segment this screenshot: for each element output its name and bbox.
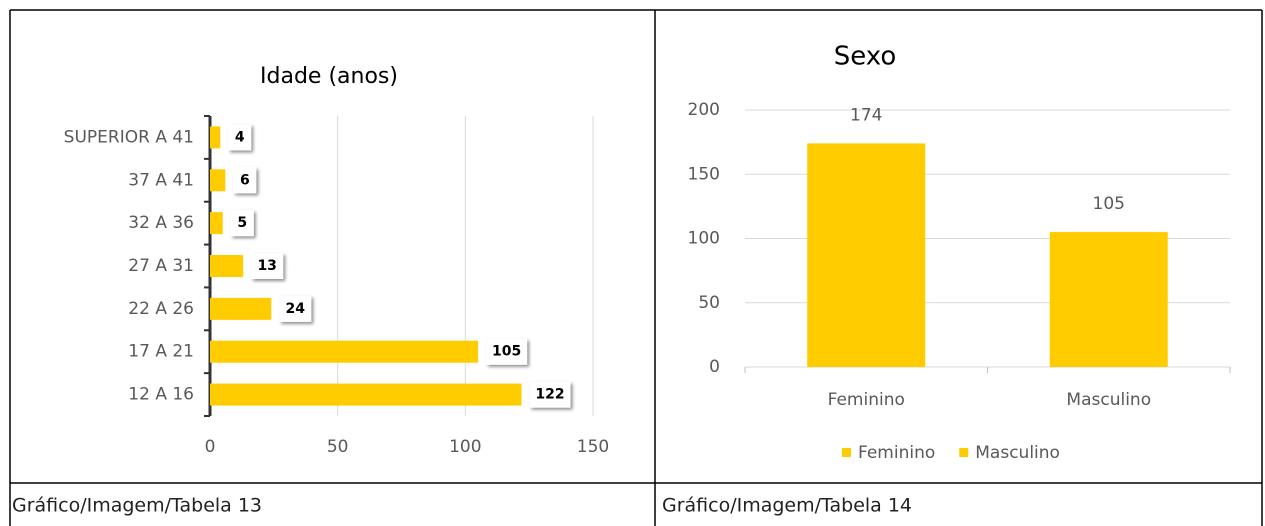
x-tick-label: Masculino (1066, 390, 1151, 410)
y-tick-label: SUPERIOR A 41 (64, 127, 194, 147)
x-tick-label: 50 (327, 437, 349, 457)
bar (210, 383, 522, 406)
bar (210, 297, 272, 320)
y-tick-label: 50 (698, 293, 720, 313)
chart-title: Sexo (834, 42, 897, 72)
chart-title: Idade (anos) (260, 64, 398, 89)
bar (807, 143, 926, 367)
data-label-box (529, 381, 571, 408)
y-tick-label: 37 A 41 (128, 170, 194, 190)
y-tick-label: 27 A 31 (128, 256, 194, 276)
x-tick-label: Feminino (828, 390, 905, 410)
data-label: 5 (237, 215, 247, 231)
data-label-box (279, 295, 312, 322)
data-label-box (228, 124, 252, 151)
data-label: 4 (235, 129, 245, 145)
y-tick-label: 100 (688, 229, 720, 249)
legend-swatch (959, 448, 969, 457)
x-tick-label: 0 (205, 437, 216, 457)
data-label-box (233, 167, 257, 194)
data-label: 6 (240, 172, 250, 188)
data-label: 174 (850, 105, 882, 125)
legend-label: Masculino (975, 443, 1060, 463)
data-label: 13 (257, 258, 276, 274)
data-label: 24 (286, 301, 306, 317)
legend-swatch (842, 448, 851, 457)
caption: Gráfico/Imagem/Tabela 14 (662, 495, 912, 517)
y-tick-label: 150 (688, 164, 720, 184)
data-label: 122 (535, 387, 564, 403)
data-label: 105 (1093, 194, 1125, 214)
bar (210, 212, 223, 235)
data-label-box (486, 338, 528, 365)
y-tick-label: 17 A 21 (128, 342, 194, 362)
y-tick-label: 22 A 26 (128, 299, 194, 319)
y-tick-label: 32 A 36 (128, 213, 194, 233)
bar (210, 126, 221, 149)
y-tick-label: 200 (688, 100, 720, 120)
data-label: 105 (492, 344, 521, 360)
legend-label: Feminino (858, 443, 935, 463)
bar (210, 169, 226, 192)
bar (1049, 232, 1168, 367)
bar (210, 255, 244, 277)
data-label-box (251, 253, 284, 279)
y-tick-label: 0 (709, 357, 720, 377)
bar (210, 340, 479, 363)
caption: Gráfico/Imagem/Tabela 13 (12, 495, 262, 517)
x-tick-label: 150 (577, 437, 609, 457)
x-tick-label: 100 (449, 437, 481, 457)
data-label-box (230, 210, 254, 237)
y-tick-label: 12 A 16 (128, 385, 194, 405)
